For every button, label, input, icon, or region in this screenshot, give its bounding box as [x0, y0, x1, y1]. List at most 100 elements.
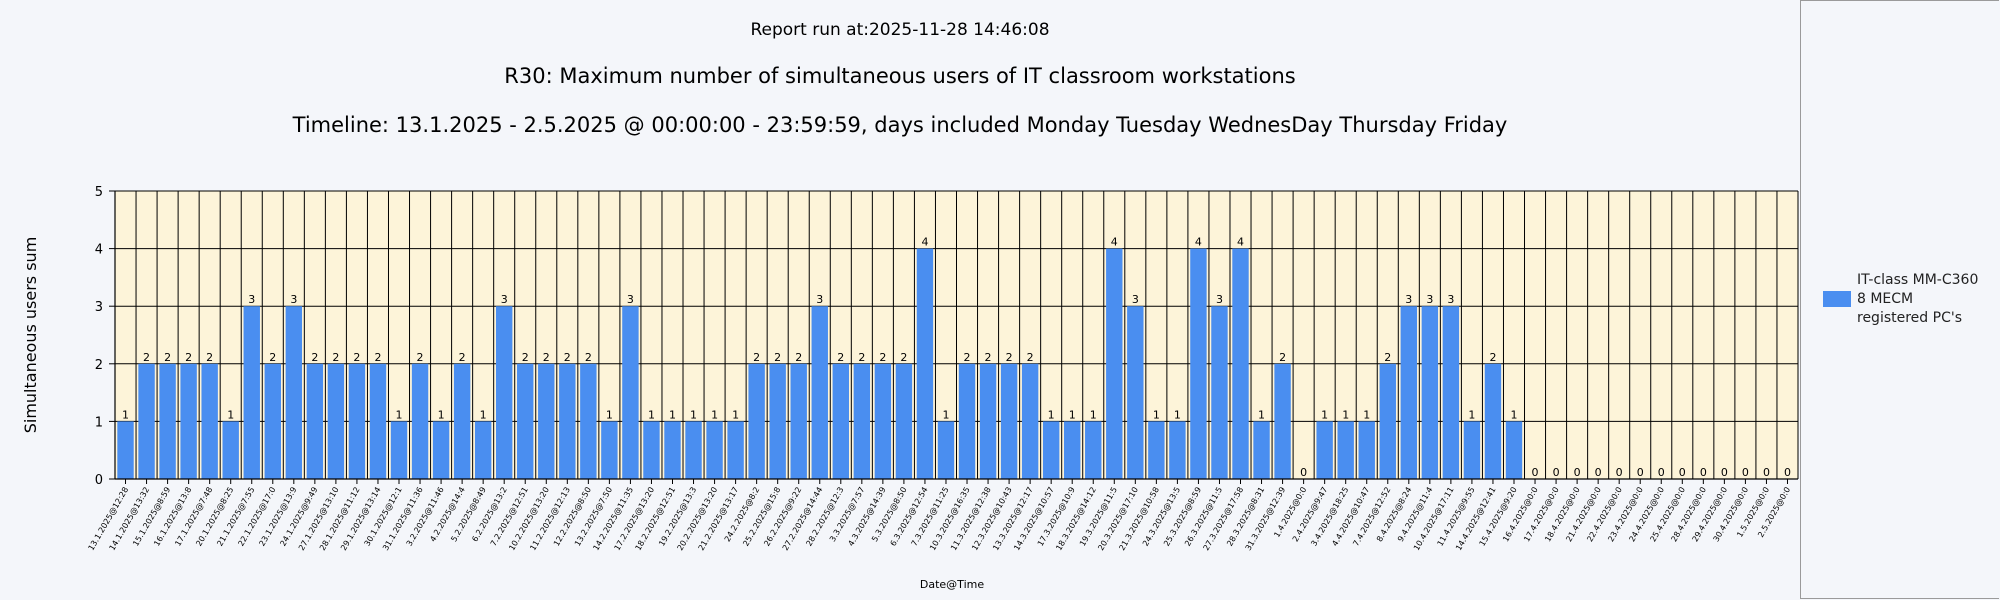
bar-value-label: 2 [985, 351, 992, 364]
bar-value-label: 0 [1679, 466, 1686, 479]
bar [811, 306, 828, 479]
bar-value-label: 2 [1027, 351, 1034, 364]
bar [327, 363, 345, 479]
bar-value-label: 2 [332, 351, 339, 364]
bar-value-label: 1 [1090, 408, 1097, 421]
bar [622, 306, 639, 479]
y-tick-label: 0 [95, 473, 103, 488]
bar [601, 421, 618, 479]
bar-value-label: 2 [585, 351, 592, 364]
bar [538, 363, 555, 479]
bar [159, 363, 176, 479]
bar-value-label: 0 [1742, 466, 1749, 479]
bar-value-label: 2 [269, 351, 276, 364]
bar-value-label: 1 [942, 408, 949, 421]
bar-value-label: 3 [1132, 293, 1139, 306]
bar-value-label: 2 [795, 351, 802, 364]
bar [769, 363, 786, 479]
bar [664, 421, 681, 479]
bar-value-label: 1 [1048, 408, 1055, 421]
bar-value-label: 2 [879, 351, 886, 364]
bar-value-label: 2 [543, 351, 550, 364]
legend: IT-class MM-C360 8 MECM registered PC's [1800, 0, 1999, 599]
bar-value-label: 0 [1784, 466, 1791, 479]
bar-value-label: 2 [1384, 351, 1391, 364]
bar-value-label: 2 [417, 351, 424, 364]
x-axis-label: Date@Time [920, 578, 984, 591]
bar [495, 306, 513, 479]
bar [874, 363, 892, 479]
bar-value-label: 0 [1532, 466, 1539, 479]
bar-value-label: 1 [227, 408, 234, 421]
legend-label-line: registered PC's [1857, 310, 1962, 326]
bar [411, 363, 429, 479]
bar [958, 363, 976, 479]
bar-value-label: 0 [1553, 466, 1560, 479]
bar [306, 363, 324, 479]
bar [1211, 306, 1228, 479]
bar [1148, 421, 1165, 479]
report-run-timestamp: Report run at:2025-11-28 14:46:08 [750, 20, 1050, 40]
chart-subtitle: Timeline: 13.1.2025 - 2.5.2025 @ 00:00:0… [292, 113, 1508, 137]
bar [117, 421, 134, 479]
y-axis-label: Simultaneous users sum [21, 237, 40, 434]
bar [727, 421, 744, 479]
bar [832, 363, 849, 479]
bar [1316, 421, 1333, 479]
bar [453, 363, 471, 479]
bar [1106, 248, 1123, 479]
bar-value-label: 3 [627, 293, 634, 306]
bar-value-label: 2 [964, 351, 971, 364]
bar [201, 363, 218, 479]
bar-value-label: 2 [1006, 351, 1013, 364]
bar [1358, 421, 1375, 479]
bar-value-label: 1 [732, 408, 739, 421]
bar-value-label: 2 [143, 351, 150, 364]
chart-title: R30: Maximum number of simultaneous user… [504, 64, 1296, 88]
bar-value-label: 2 [837, 351, 844, 364]
bar-value-label: 1 [1510, 408, 1517, 421]
bar [285, 306, 303, 479]
bar [979, 363, 997, 479]
bar-value-label: 2 [753, 351, 760, 364]
bar-value-label: 4 [1237, 236, 1244, 249]
bar-value-label: 2 [1279, 351, 1286, 364]
bar-value-label: 3 [248, 293, 255, 306]
bar-value-label: 1 [480, 408, 487, 421]
bar [1400, 306, 1418, 479]
bar [1274, 363, 1291, 479]
bar [748, 363, 765, 479]
y-tick-label: 3 [95, 300, 103, 315]
bar-value-label: 0 [1721, 466, 1728, 479]
bar [643, 421, 660, 479]
bar-value-label: 2 [1489, 351, 1496, 364]
bar-value-label: 2 [164, 351, 171, 364]
bar [790, 363, 807, 479]
bar [1253, 421, 1270, 479]
bar-value-label: 3 [1426, 293, 1433, 306]
bar [1064, 421, 1081, 479]
bar [138, 363, 155, 479]
bar-value-label: 2 [206, 351, 213, 364]
bar [685, 421, 702, 479]
bar [348, 363, 366, 479]
legend-label-line: IT-class MM-C360 [1857, 272, 1979, 288]
bar-value-label: 1 [1258, 408, 1265, 421]
y-tick-label: 5 [95, 185, 103, 200]
bar-value-label: 1 [438, 408, 445, 421]
bar [1505, 421, 1523, 479]
bar [390, 421, 408, 479]
bar [916, 248, 934, 479]
bar [1169, 421, 1186, 479]
bar-value-label: 2 [774, 351, 781, 364]
bar-value-label: 0 [1574, 466, 1581, 479]
bar [180, 363, 197, 479]
y-tick-label: 4 [95, 243, 103, 258]
legend-label: IT-class MM-C360 8 MECM registered PC's [1857, 271, 1997, 328]
y-tick-label: 2 [95, 358, 103, 373]
bar [264, 363, 281, 479]
bar-value-label: 2 [522, 351, 529, 364]
bar-value-label: 2 [353, 351, 360, 364]
bar-value-label: 4 [1111, 236, 1118, 249]
legend-swatch [1823, 291, 1851, 307]
